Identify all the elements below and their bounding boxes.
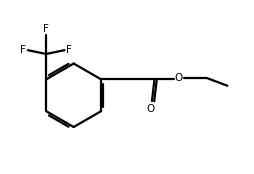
Text: O: O (175, 73, 183, 83)
Text: F: F (20, 45, 26, 55)
Text: F: F (43, 24, 49, 34)
Text: O: O (147, 104, 155, 114)
Text: F: F (67, 45, 72, 55)
